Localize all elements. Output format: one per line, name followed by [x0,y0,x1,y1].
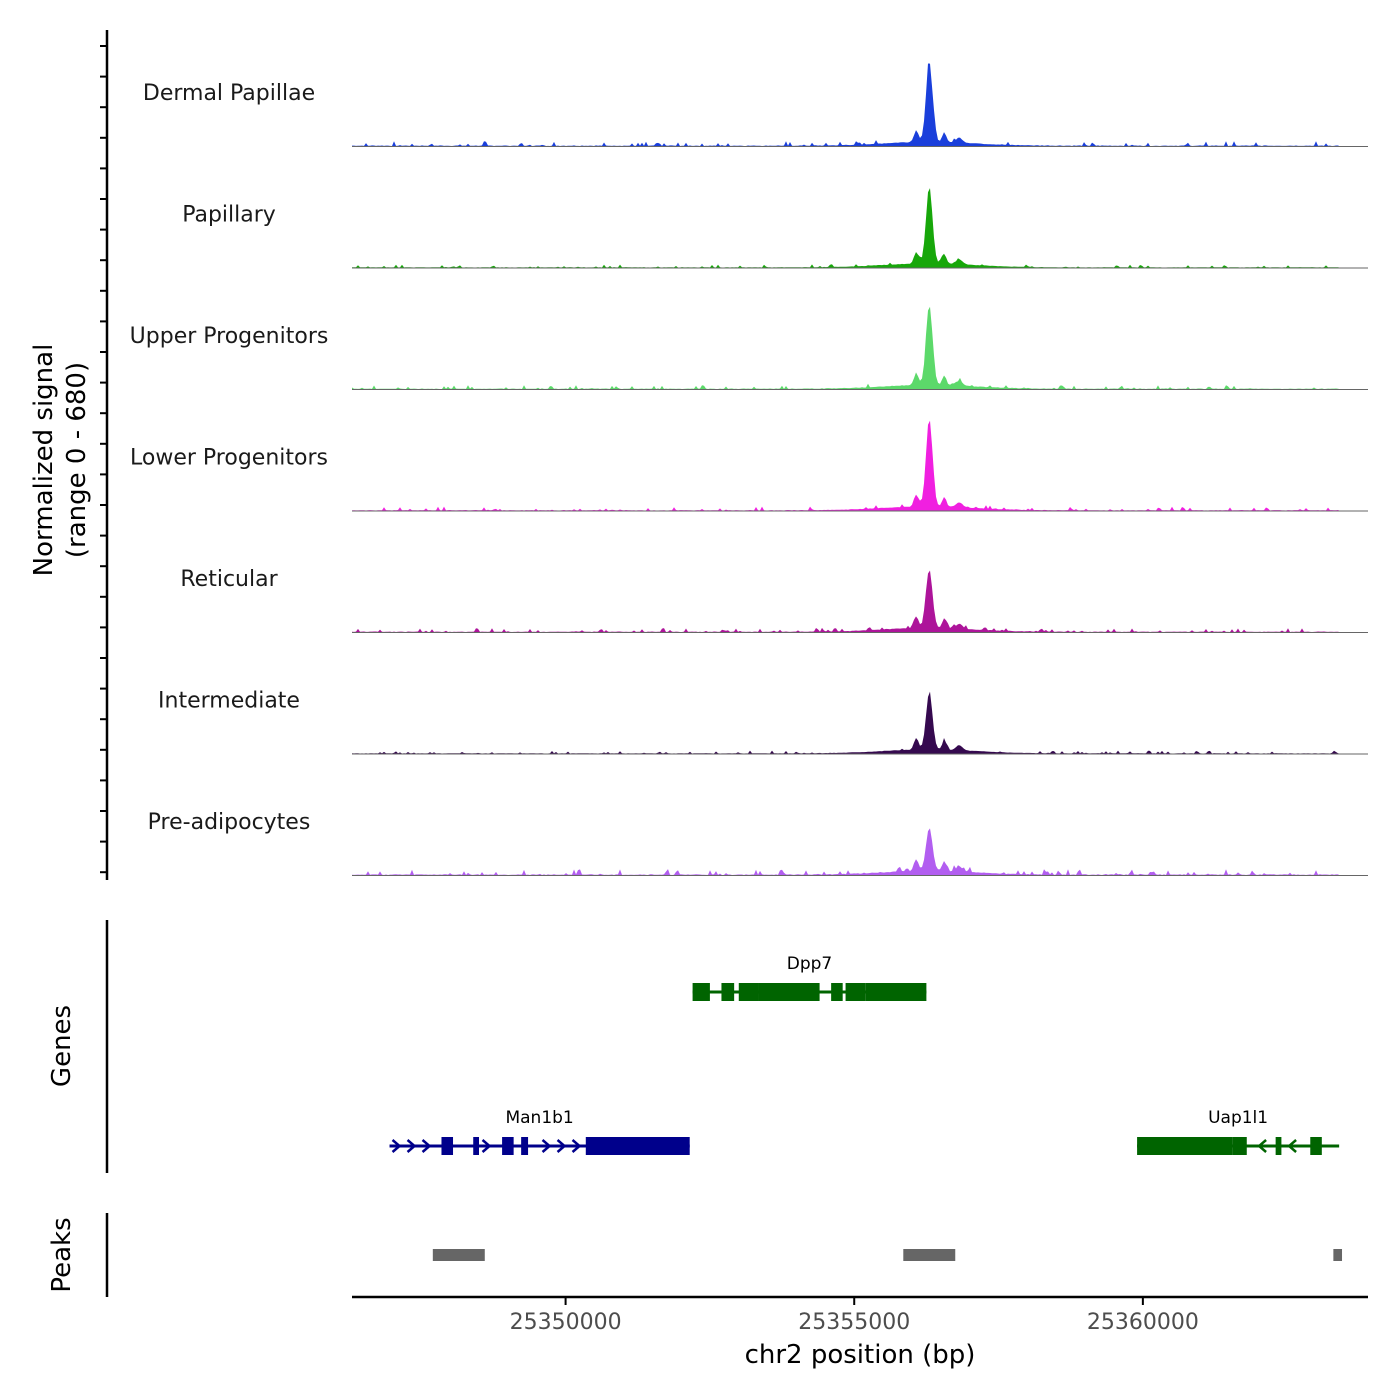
peak-region [432,1249,485,1261]
gene-exon [1310,1137,1322,1155]
gene-exon [758,983,820,1001]
gene-exon [1275,1137,1282,1155]
track-lower-progenitors: Lower Progenitors [130,420,1368,512]
strand-arrow [571,1139,582,1153]
strand-arrow [541,1139,552,1153]
track-label-papillary: Papillary [182,203,276,228]
coverage-area-reticular [352,570,1340,632]
gene-exon [1232,1137,1247,1155]
strand-arrow [1287,1139,1297,1153]
strand-arrow [1257,1139,1267,1153]
gene-exon [845,983,866,1001]
coverage-area-lower-progenitors [352,420,1340,511]
gene-uap1l1: Uap1l1 [1137,1108,1340,1155]
track-intermediate: Intermediate [158,689,1368,755]
track-upper-progenitors: Upper Progenitors [130,306,1368,390]
y-axis-title-line1: Normalized signal [29,344,59,577]
track-papillary: Papillary [182,188,1368,269]
gene-exon [585,1137,690,1155]
track-reticular: Reticular [180,567,1368,633]
x-tick-label: 25355000 [798,1310,910,1335]
gene-exon [738,983,759,1001]
gene-exon [521,1137,529,1155]
track-label-upper-progenitors: Upper Progenitors [130,324,329,349]
coverage-area-papillary [352,188,1340,268]
strand-arrow [391,1139,402,1153]
y-axis-title-line2: (range 0 - 680) [62,362,92,558]
track-label-pre-adipocytes: Pre-adipocytes [148,810,311,835]
gene-exon [692,983,710,1001]
peaks-axis-title: Peaks [47,1217,77,1292]
x-axis-title: chr2 position (bp) [745,1340,976,1370]
axes: 25350000 25355000 25360000 [100,30,1368,1335]
strand-arrow [481,1139,492,1153]
gene-dpp7: Dpp7 [692,954,927,1001]
track-label-intermediate: Intermediate [158,689,300,714]
peak-region [1333,1249,1343,1261]
strand-arrow [421,1139,432,1153]
gene-exon [721,983,735,1001]
gene-label-dpp7: Dpp7 [787,954,833,974]
track-label-lower-progenitors: Lower Progenitors [130,446,328,471]
genes-axis-title: Genes [47,1005,77,1087]
coverage-area-intermediate [352,691,1340,754]
gene-label-uap1l1: Uap1l1 [1208,1108,1268,1128]
gene-man1b1: Man1b1 [389,1108,690,1155]
strand-arrow [556,1139,567,1153]
genes-track: Dpp7 Man1b1 Uap1l1 [389,954,1340,1155]
gene-label-man1b1: Man1b1 [505,1108,573,1128]
gene-exon [831,983,843,1001]
strand-arrow [406,1139,417,1153]
track-label-dermal-papillae: Dermal Papillae [143,81,315,106]
track-dermal-papillae: Dermal Papillae [143,63,1368,147]
axis-labels: Normalized signal (range 0 - 680) Genes … [29,344,975,1370]
gene-exon [865,983,927,1001]
coverage-area-dermal-papillae [352,63,1340,146]
coverage-tracks: Dermal Papillae Papillary Upper Progenitor… [130,63,1368,876]
coverage-area-pre-adipocytes [352,828,1340,875]
gene-exon [502,1137,514,1155]
gene-exon [441,1137,454,1155]
coverage-area-upper-progenitors [352,306,1340,389]
x-tick-label: 25350000 [510,1310,622,1335]
peaks-track [432,1249,1343,1261]
peak-region [903,1249,956,1261]
track-label-reticular: Reticular [180,567,278,592]
gene-exon [1137,1137,1233,1155]
track-pre-adipocytes: Pre-adipocytes [148,810,1368,876]
gene-exon [473,1137,479,1155]
x-tick-label: 25360000 [1087,1310,1199,1335]
